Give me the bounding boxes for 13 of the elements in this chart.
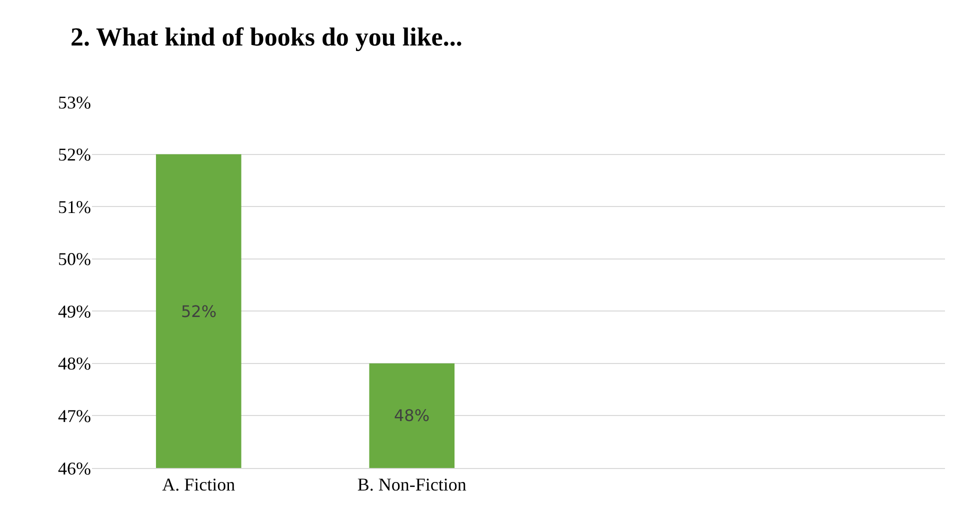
x-tick-label: B. Non-Fiction	[357, 474, 466, 495]
y-tick-label: 49%	[58, 301, 91, 322]
chart-title: 2. What kind of books do you like...	[70, 22, 462, 52]
y-tick-label: 46%	[58, 458, 91, 478]
y-tick-label: 48%	[58, 354, 91, 374]
x-tick-label: A. Fiction	[162, 474, 236, 495]
data-label: 52%	[181, 302, 217, 321]
y-tick-label: 52%	[58, 144, 91, 165]
y-tick-label: 51%	[58, 196, 91, 217]
data-label: 48%	[394, 406, 430, 425]
y-tick-label: 53%	[58, 92, 91, 112]
y-tick-label: 50%	[58, 249, 91, 270]
y-tick-label: 47%	[58, 406, 91, 426]
